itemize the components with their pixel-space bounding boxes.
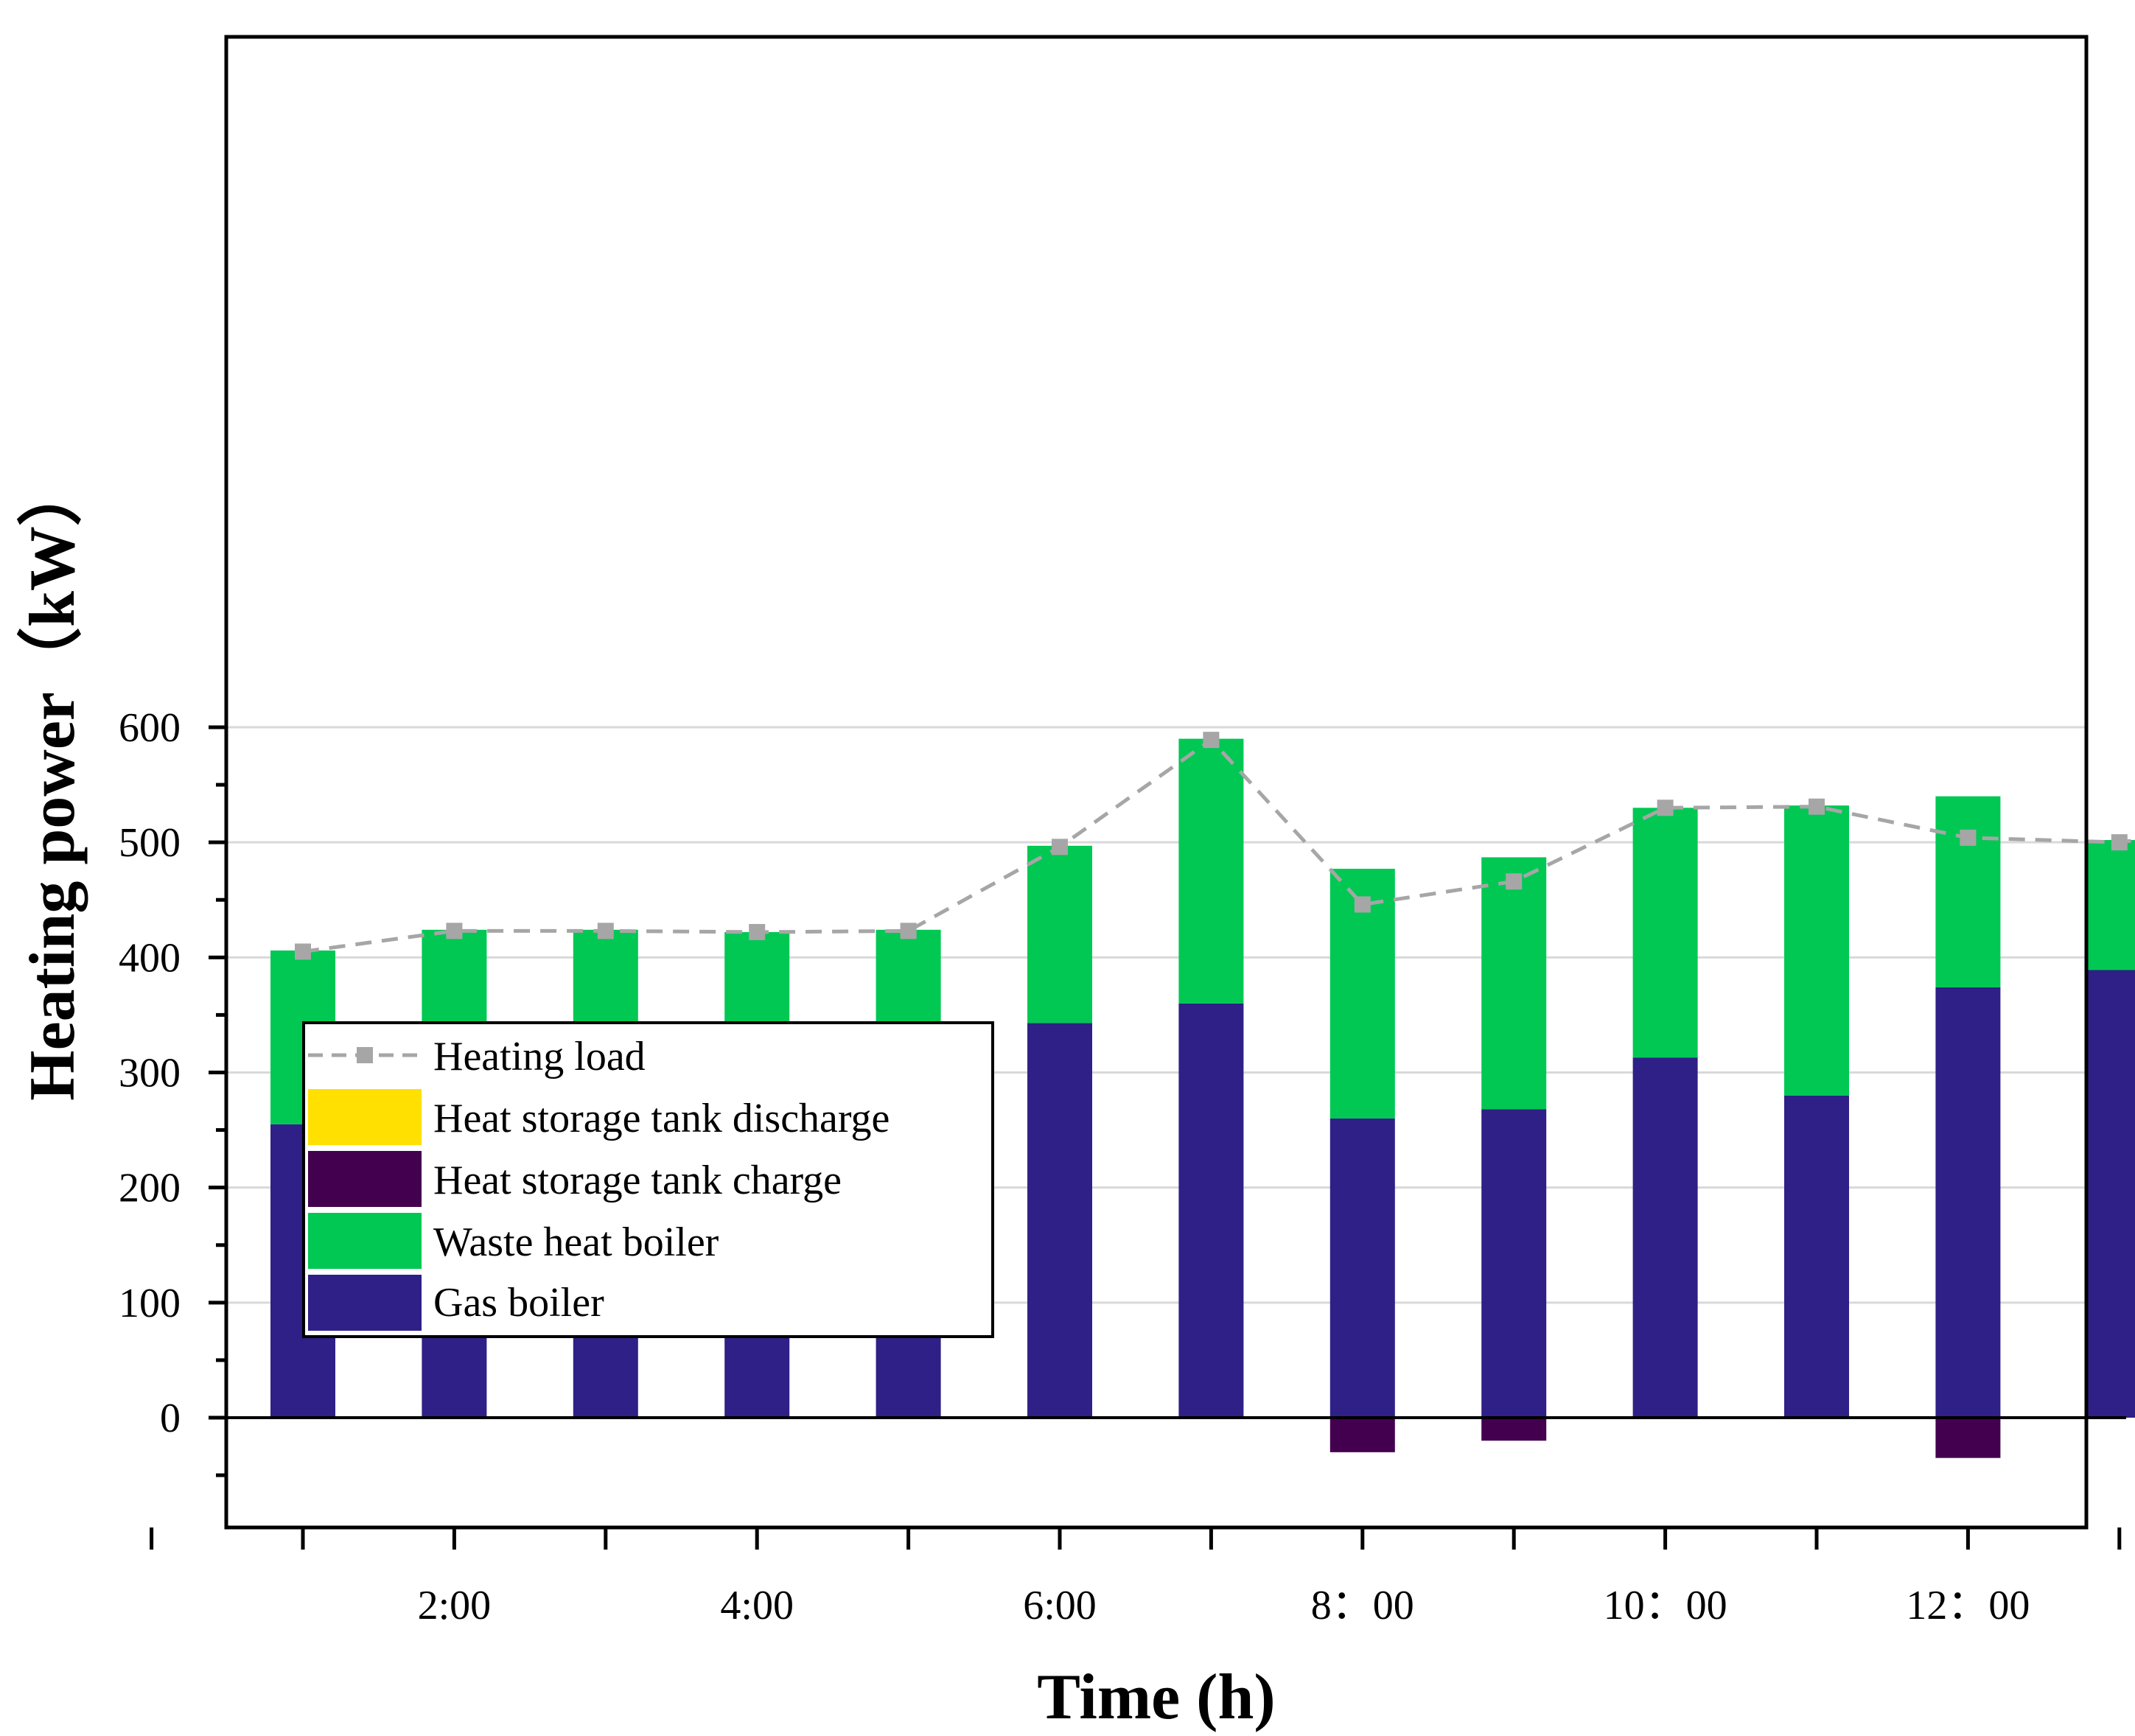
y-tick-label: 0 [160,1396,181,1441]
bar-heat-storage-charge [1329,1418,1395,1452]
heating-load-point [1506,873,1523,890]
bar-waste-heat-boiler [1632,808,1698,1058]
x-tick-label: 6:00 [1023,1583,1097,1628]
bar-gas-boiler [1481,1109,1547,1418]
bar-gas-boiler [2086,970,2135,1418]
heating-load-point [295,943,311,960]
x-tick-label: 2:00 [418,1583,492,1628]
heating-load-line [295,732,2135,960]
plot-frame [224,35,2089,1530]
x-tick-label: 10：00 [1604,1583,1727,1628]
x-tick-label: 12：00 [1906,1583,2030,1628]
heating-load-point [597,923,614,939]
legend-swatch-waste-heat [308,1213,422,1269]
y-tick-label: 400 [119,935,181,981]
legend-swatch-gas-boiler [308,1275,422,1331]
y-tick-label: 600 [119,705,181,751]
y-axis: 0 100 200 300 400 500 600 [119,705,226,1477]
legend: Heating load Heat storage tank discharge… [302,1021,994,1338]
heating-load-point [1052,839,1068,855]
bar-waste-heat-boiler [2086,840,2135,970]
legend-swatch-discharge [308,1089,422,1145]
bar-gas-boiler [1784,1095,1849,1418]
heating-load-point [1657,799,1674,816]
bar-gas-boiler [1027,1023,1092,1418]
bar-heat-storage-charge [1481,1418,1547,1441]
bar-heat-storage-charge [1935,1418,2001,1458]
heating-load-polyline [302,737,2135,953]
x-axis: 2:004:006:008：0010：0012：0014：0016：0018：0… [150,1527,2122,1628]
heating-load-point [1203,732,1220,749]
heating-load-point [900,923,917,939]
bar-waste-heat-boiler [1027,845,1092,1023]
legend-label-discharge: Heat storage tank discharge [433,1096,890,1141]
legend-label-charge: Heat storage tank charge [433,1158,842,1203]
y-axis-title: Heating power（kW） [17,461,88,1101]
bar-gas-boiler [1178,1003,1244,1418]
y-tick-label: 500 [119,820,181,866]
bar-waste-heat-boiler [1178,738,1244,1004]
bar-gas-boiler [1632,1057,1698,1418]
bar-gas-boiler [1935,987,2001,1418]
bar-gas-boiler [1329,1118,1395,1418]
bar-waste-heat-boiler [1935,796,2001,987]
heating-load-point [2111,834,2128,851]
heating-load-point [1354,896,1371,913]
legend-label-gas-boiler: Gas boiler [433,1280,604,1326]
x-tick-label: 4:00 [720,1583,794,1628]
x-axis-title: Time (h) [1037,1662,1275,1733]
bar-waste-heat-boiler [1784,805,1849,1096]
heating-load-point [1960,829,1977,846]
heating-load-point [446,923,463,939]
heating-load-point [1809,798,1825,815]
legend-label-waste-heat: Waste heat boiler [433,1219,719,1265]
legend-label-heating-load: Heating load [433,1034,646,1079]
y-tick-label: 100 [119,1281,181,1326]
x-tick-label: 8：00 [1311,1583,1414,1628]
legend-swatch-charge [308,1151,422,1207]
bar-waste-heat-boiler [1481,857,1547,1110]
legend-heating-load-marker [357,1047,373,1063]
y-tick-label: 200 [119,1166,181,1211]
heating-load-point [749,923,766,940]
y-tick-label: 300 [119,1050,181,1096]
